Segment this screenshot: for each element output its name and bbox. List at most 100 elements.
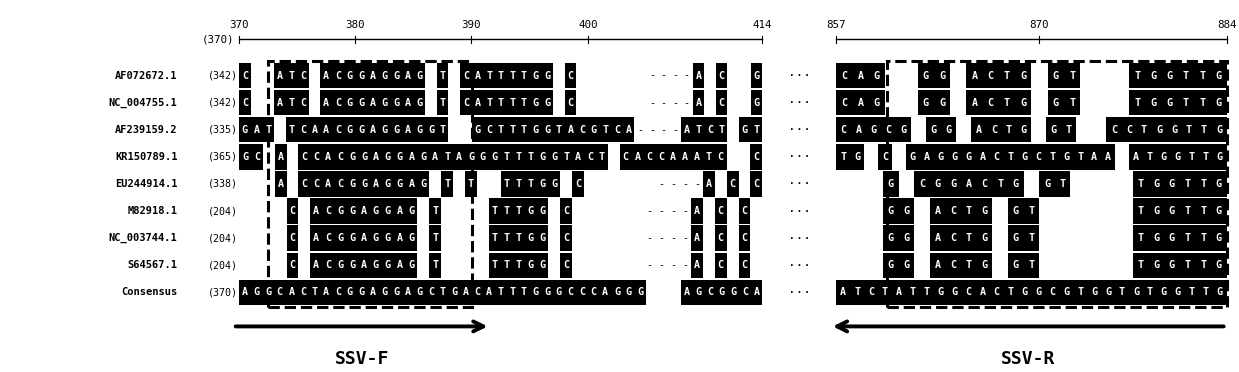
Text: A: A	[373, 152, 379, 162]
Text: G: G	[358, 125, 364, 135]
Bar	[346, 171, 358, 197]
Bar	[332, 90, 343, 115]
Text: T: T	[520, 288, 527, 298]
Bar	[1196, 198, 1211, 224]
Text: G: G	[1051, 125, 1057, 135]
Text: -: -	[658, 260, 664, 270]
Bar	[572, 144, 584, 170]
Text: C: C	[841, 71, 847, 80]
Text: T: T	[966, 233, 971, 243]
Bar	[541, 280, 553, 305]
Bar	[1004, 144, 1017, 170]
Text: G: G	[384, 260, 390, 270]
Bar	[483, 117, 494, 142]
Text: A: A	[980, 288, 985, 298]
Text: A: A	[924, 152, 929, 162]
Text: G: G	[393, 71, 399, 80]
Text: G: G	[528, 206, 534, 216]
Text: (342): (342)	[208, 97, 238, 108]
Text: A: A	[405, 288, 410, 298]
Text: T: T	[1028, 206, 1035, 216]
Bar	[370, 253, 382, 278]
Text: A: A	[567, 125, 574, 135]
Bar	[541, 90, 553, 115]
Text: G: G	[468, 152, 475, 162]
Text: T: T	[1066, 125, 1072, 135]
Text: -: -	[672, 71, 678, 80]
Bar	[425, 117, 436, 142]
Bar	[565, 90, 576, 115]
Text: C: C	[719, 71, 725, 80]
Bar	[883, 225, 898, 251]
Text: G: G	[1168, 233, 1175, 243]
Bar	[836, 117, 851, 142]
Bar	[414, 280, 425, 305]
Text: A: A	[966, 179, 971, 189]
Text: C: C	[753, 179, 760, 189]
Text: A: A	[694, 206, 700, 216]
Bar	[501, 198, 513, 224]
Text: C: C	[567, 71, 574, 80]
Bar	[1040, 171, 1054, 197]
Text: A: A	[323, 97, 330, 108]
Text: C: C	[325, 233, 331, 243]
Bar	[898, 253, 914, 278]
Text: A: A	[934, 260, 940, 270]
Bar	[321, 63, 332, 88]
Text: KR150789.1: KR150789.1	[115, 152, 177, 162]
Text: G: G	[952, 288, 958, 298]
Bar	[553, 280, 565, 305]
Text: T: T	[1077, 152, 1083, 162]
Bar	[934, 63, 950, 88]
Text: G: G	[393, 97, 399, 108]
Text: A: A	[896, 288, 902, 298]
Bar	[836, 63, 852, 88]
Text: T: T	[753, 125, 760, 135]
Bar	[285, 280, 297, 305]
Text: A: A	[369, 125, 375, 135]
Bar	[983, 90, 999, 115]
Text: C: C	[335, 71, 341, 80]
Bar	[881, 117, 896, 142]
Text: A: A	[634, 152, 641, 162]
Bar	[507, 117, 518, 142]
Bar	[948, 280, 961, 305]
Bar	[929, 253, 945, 278]
Bar	[966, 90, 983, 115]
Bar	[945, 171, 961, 197]
Bar	[836, 90, 852, 115]
Text: T: T	[312, 288, 317, 298]
Bar	[367, 280, 379, 305]
Text: C: C	[741, 206, 747, 216]
Text: -: -	[649, 71, 655, 80]
Text: G: G	[753, 97, 760, 108]
Text: C: C	[717, 260, 724, 270]
Text: G: G	[1053, 71, 1059, 80]
Bar	[961, 253, 976, 278]
Bar	[494, 280, 507, 305]
Bar	[715, 198, 726, 224]
Text: C: C	[335, 97, 341, 108]
Text: G: G	[1044, 179, 1049, 189]
Text: -: -	[647, 260, 652, 270]
Text: A: A	[971, 71, 978, 80]
Text: G: G	[533, 288, 539, 298]
Text: G: G	[1215, 179, 1222, 189]
Bar	[536, 253, 548, 278]
Bar	[453, 144, 465, 170]
Text: G: G	[373, 260, 379, 270]
Bar	[1106, 117, 1121, 142]
Bar	[634, 280, 646, 305]
Text: C: C	[335, 288, 341, 298]
Text: C: C	[325, 206, 331, 216]
Text: T: T	[503, 260, 509, 270]
Bar	[1017, 144, 1031, 170]
Bar	[1023, 253, 1040, 278]
Bar	[285, 90, 297, 115]
Text: G: G	[347, 97, 353, 108]
Bar	[436, 280, 449, 305]
Text: A: A	[409, 179, 415, 189]
Bar	[1196, 171, 1211, 197]
Text: A: A	[432, 152, 439, 162]
Text: T: T	[289, 71, 295, 80]
